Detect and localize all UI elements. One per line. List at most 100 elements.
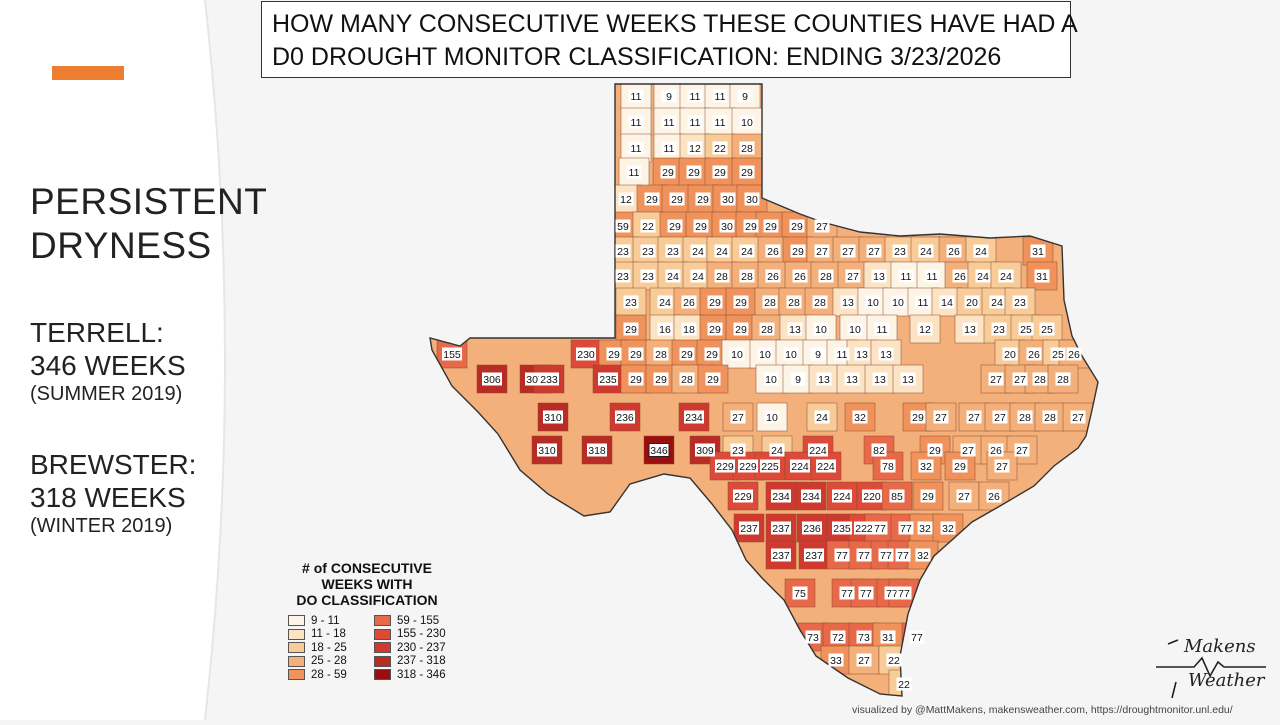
county-label: 23 — [623, 295, 639, 309]
county-label-box — [840, 295, 856, 309]
county-label-box — [1042, 410, 1058, 424]
county-value: 18 — [683, 324, 695, 336]
county-label: 29 — [653, 372, 669, 386]
county-label: 28 — [786, 295, 802, 309]
county-label: 28 — [653, 347, 669, 361]
county-label-box — [695, 192, 711, 206]
county-label: 11 — [712, 89, 728, 103]
county-label-box — [988, 443, 1004, 457]
county-label: 28 — [739, 269, 755, 283]
county-value: 29 — [791, 221, 803, 233]
county-label: 13 — [871, 269, 887, 283]
county-label: 24 — [973, 244, 989, 258]
county-label: 29 — [693, 219, 709, 233]
county-label-box — [801, 489, 821, 503]
county-label-box — [813, 322, 829, 336]
county-value: 11 — [631, 117, 642, 129]
county-value: 30 — [746, 194, 758, 206]
county-label-box — [719, 219, 735, 233]
county-value: 20 — [966, 297, 978, 309]
county-value: 234 — [685, 412, 703, 424]
county-label: 26 — [986, 489, 1002, 503]
county-label: 32 — [940, 521, 956, 535]
county-label: 11 — [626, 165, 642, 179]
county-label: 23 — [615, 244, 631, 258]
county-value: 27 — [868, 246, 880, 258]
county-label: 27 — [840, 244, 856, 258]
county-label-box — [986, 489, 1002, 503]
county-label-box — [960, 443, 976, 457]
county-label-box — [667, 219, 683, 233]
county-label-box — [687, 141, 703, 155]
county-label: 237 — [739, 521, 759, 535]
county-value: 24 — [991, 297, 1003, 309]
county-label: 10 — [890, 295, 906, 309]
county-label-box — [615, 269, 631, 283]
county-label: 11 — [898, 269, 914, 283]
county-label: 29 — [733, 322, 749, 336]
county-value: 27 — [990, 374, 1002, 386]
county-label-box — [832, 521, 852, 535]
county-label-box — [712, 141, 728, 155]
county-label: 29 — [644, 192, 660, 206]
county-label: 29 — [743, 219, 759, 233]
legend-item: 237 - 318 — [374, 655, 446, 668]
county-label: 27 — [730, 410, 746, 424]
fact-terrell: TERRELL: 346 WEEKS (SUMMER 2019) — [30, 316, 240, 406]
county-label: 310 — [543, 410, 563, 424]
county-label-box — [856, 653, 872, 667]
county-label: 29 — [733, 295, 749, 309]
county-label: 310 — [537, 443, 557, 457]
county-label: 28 — [714, 269, 730, 283]
county-label: 10 — [764, 410, 780, 424]
county-label-box — [704, 347, 720, 361]
county-label-box — [790, 372, 806, 386]
county-label-box — [653, 372, 669, 386]
county-label-box — [763, 219, 779, 233]
county-value: 13 — [789, 324, 801, 336]
county-label: 12 — [687, 141, 703, 155]
county-label-box — [626, 165, 642, 179]
county-label: 222 — [854, 521, 874, 535]
county-value: 235 — [833, 523, 851, 535]
title-line-2: DRYNESS — [30, 225, 212, 266]
county-value: 346 — [650, 445, 668, 457]
county-value: 29 — [735, 297, 747, 309]
county-label-box — [606, 347, 622, 361]
legend-swatch — [288, 628, 305, 640]
county-value: 11 — [877, 324, 888, 336]
county-value: 72 — [832, 632, 844, 644]
county-label-box — [787, 322, 803, 336]
accent-bar — [52, 66, 124, 80]
county-label-box — [991, 322, 1007, 336]
county-value: 26 — [948, 246, 960, 258]
county-label-box — [628, 372, 644, 386]
county-value: 26 — [683, 297, 695, 309]
county-label: 29 — [707, 322, 723, 336]
county-label-box — [744, 192, 760, 206]
county-label-box — [946, 244, 962, 258]
county-value: 28 — [1057, 374, 1069, 386]
county-label: 25 — [1050, 347, 1066, 361]
county-label-box — [940, 521, 956, 535]
county-label: 9 — [790, 372, 806, 386]
county-value: 29 — [630, 374, 642, 386]
county-label: 29 — [789, 219, 805, 233]
county-value: 22 — [898, 679, 910, 691]
county-label: 29 — [910, 410, 926, 424]
county-value: 29 — [697, 194, 709, 206]
county-value: 10 — [765, 374, 777, 386]
county-label: 77 — [834, 548, 850, 562]
county-label-box — [927, 443, 943, 457]
county-label: 13 — [962, 322, 978, 336]
county-label-box — [1050, 347, 1066, 361]
county-label: 235 — [598, 372, 618, 386]
county-value: 27 — [732, 412, 744, 424]
county-label-box — [739, 115, 755, 129]
fact-name: TERRELL: — [30, 317, 164, 348]
county-label: 29 — [705, 372, 721, 386]
county-label: 224 — [808, 443, 828, 457]
county-value: 77 — [897, 550, 909, 562]
county-label-box — [743, 219, 759, 233]
county-label-box — [684, 410, 704, 424]
